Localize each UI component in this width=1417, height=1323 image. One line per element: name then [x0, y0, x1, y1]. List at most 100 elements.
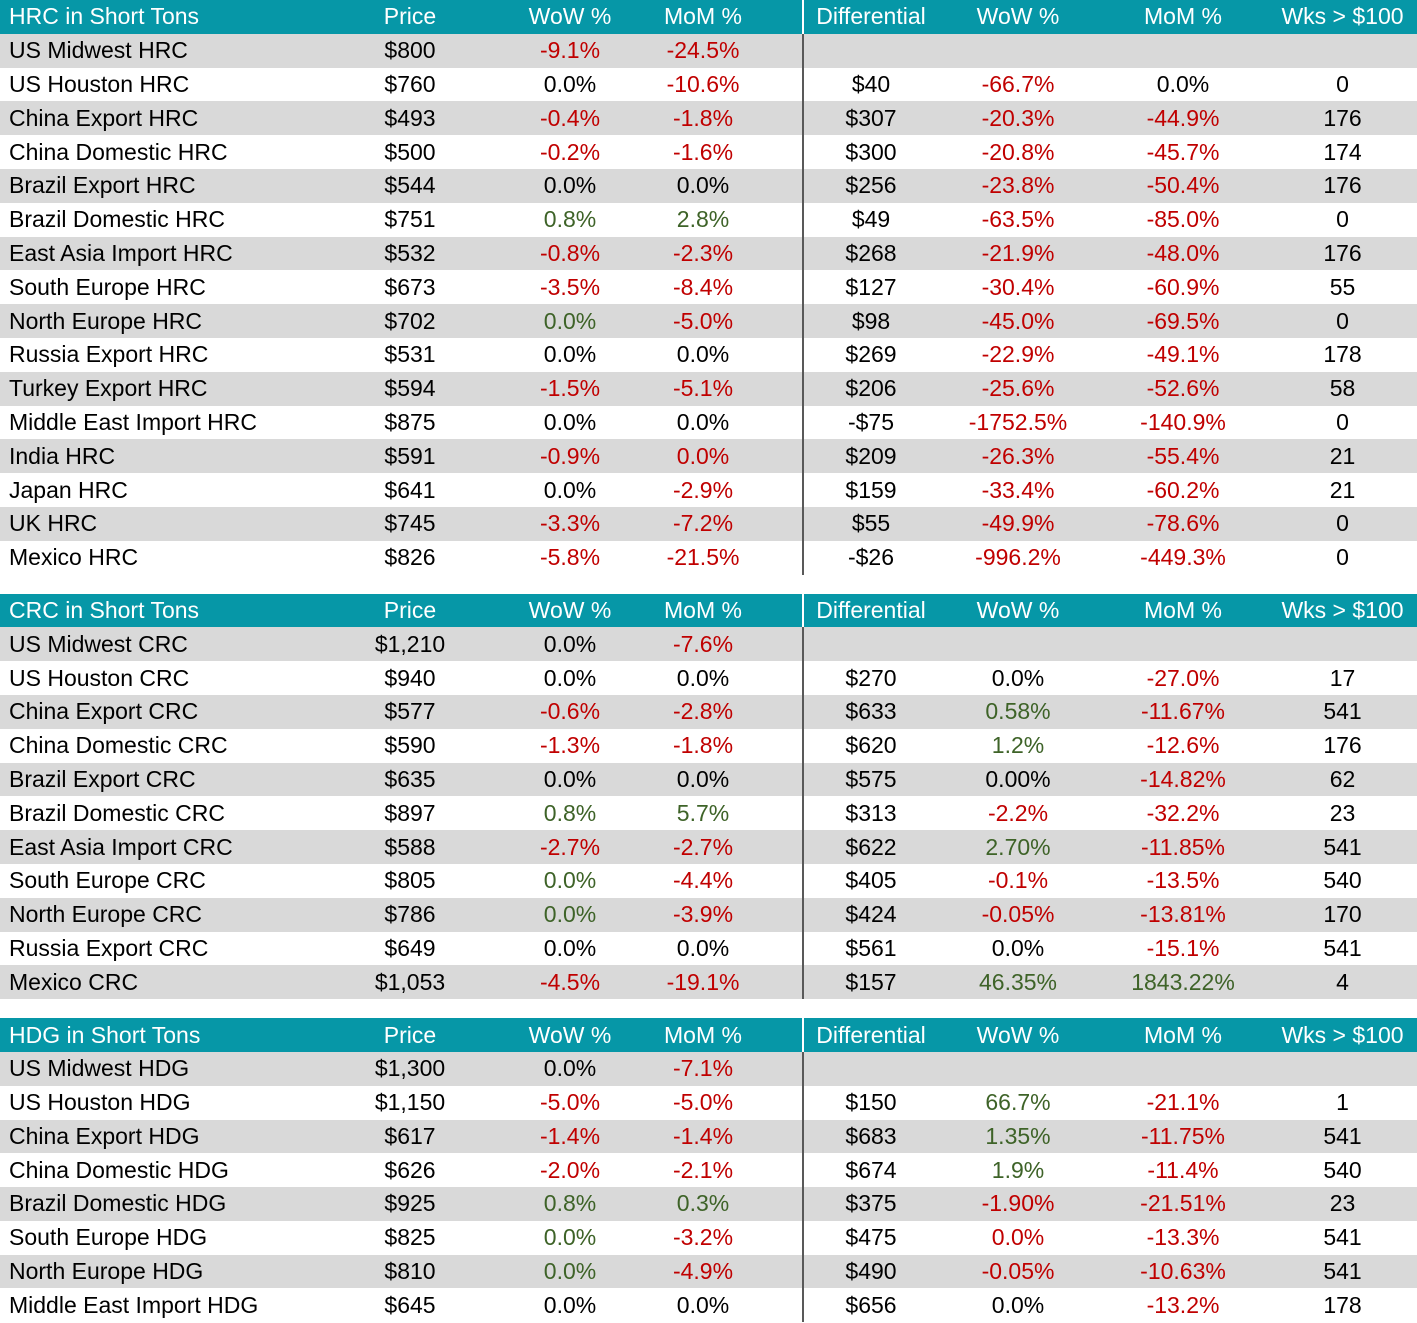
cell-differential[interactable]: $313: [802, 796, 938, 831]
cell-row-label[interactable]: North Europe CRC: [0, 897, 320, 932]
cell-diff-wow-pct[interactable]: -21.9%: [938, 236, 1098, 271]
cell-price[interactable]: $635: [320, 762, 500, 797]
cell-mom-pct[interactable]: -19.1%: [640, 965, 803, 1000]
cell-wow-pct[interactable]: 0.0%: [500, 762, 640, 797]
cell-wow-pct[interactable]: -4.5%: [500, 965, 640, 1000]
cell-differential[interactable]: $307: [802, 101, 938, 136]
cell-price[interactable]: $1,150: [374, 1089, 446, 1116]
cell-mom-pct[interactable]: -2.7%: [640, 830, 803, 864]
cell-diff-wow-pct[interactable]: [938, 1051, 1098, 1086]
cell-row-label[interactable]: US Midwest CRC: [0, 627, 320, 662]
cell-row-label[interactable]: Mexico HRC: [9, 544, 139, 571]
cell-price[interactable]: $531: [384, 341, 436, 368]
cell-wow-pct[interactable]: 0.0%: [543, 476, 597, 503]
cell-mom-pct[interactable]: -10.6%: [666, 70, 740, 97]
cell-row-label[interactable]: China Export CRC: [0, 694, 320, 729]
cell-wow-pct[interactable]: 0.0%: [543, 408, 597, 435]
cell-price[interactable]: $532: [320, 236, 500, 271]
cell-mom-pct[interactable]: 0.0%: [676, 1291, 730, 1318]
cell-diff-mom-pct[interactable]: -13.3%: [1146, 1224, 1220, 1251]
cell-differential[interactable]: [802, 627, 938, 662]
cell-diff-wow-pct[interactable]: -33.4%: [981, 476, 1055, 503]
cell-diff-wow-pct[interactable]: 0.0%: [991, 664, 1045, 691]
cell-price[interactable]: $702: [320, 304, 500, 338]
cell-diff-mom-pct[interactable]: -44.9%: [1098, 101, 1268, 136]
cell-wks-over-100[interactable]: 176: [1268, 101, 1417, 136]
cell-row-label[interactable]: US Houston CRC: [9, 664, 190, 691]
cell-differential[interactable]: $622: [802, 830, 938, 864]
cell-price[interactable]: $641: [384, 476, 436, 503]
cell-mom-pct[interactable]: -1.6%: [672, 138, 734, 165]
cell-row-label[interactable]: US Houston HDG: [9, 1089, 191, 1116]
cell-wow-pct[interactable]: 0.0%: [500, 1254, 640, 1289]
cell-price[interactable]: $745: [320, 506, 500, 541]
cell-diff-mom-pct[interactable]: 0.0%: [1156, 70, 1210, 97]
cell-diff-mom-pct[interactable]: -21.1%: [1146, 1089, 1220, 1116]
cell-wow-pct[interactable]: -0.2%: [539, 138, 601, 165]
cell-differential[interactable]: $49: [802, 202, 938, 237]
cell-wow-pct[interactable]: -1.4%: [500, 1119, 640, 1154]
cell-mom-pct[interactable]: 0.0%: [640, 762, 803, 797]
cell-diff-wow-pct[interactable]: 1.9%: [991, 1156, 1045, 1183]
cell-differential[interactable]: $256: [802, 168, 938, 203]
cell-wks-over-100[interactable]: 541: [1323, 1224, 1362, 1251]
cell-wks-over-100[interactable]: 0: [1336, 408, 1349, 435]
cell-wks-over-100[interactable]: 0: [1336, 70, 1349, 97]
column-header-differential[interactable]: Differential: [802, 1018, 938, 1052]
cell-wks-over-100[interactable]: 17: [1329, 664, 1356, 691]
cell-diff-mom-pct[interactable]: -15.1%: [1146, 934, 1220, 961]
cell-diff-mom-pct[interactable]: -11.67%: [1098, 694, 1268, 729]
cell-mom-pct[interactable]: 0.0%: [640, 168, 803, 203]
table-title[interactable]: CRC in Short Tons: [0, 593, 320, 628]
cell-differential[interactable]: $40: [802, 67, 938, 102]
cell-diff-wow-pct[interactable]: -0.05%: [938, 897, 1098, 932]
cell-diff-wow-pct[interactable]: -45.0%: [938, 304, 1098, 338]
cell-diff-mom-pct[interactable]: -52.6%: [1098, 371, 1268, 406]
column-header-wks-over-100[interactable]: Wks > $100: [1268, 1018, 1417, 1052]
cell-wow-pct[interactable]: -1.3%: [539, 732, 601, 759]
cell-wks-over-100[interactable]: 540: [1323, 867, 1362, 894]
cell-diff-wow-pct[interactable]: 0.0%: [991, 1224, 1045, 1251]
cell-mom-pct[interactable]: 0.0%: [676, 934, 730, 961]
cell-mom-pct[interactable]: -4.9%: [640, 1254, 803, 1289]
cell-price[interactable]: $500: [384, 138, 436, 165]
cell-price[interactable]: $940: [384, 664, 436, 691]
cell-wks-over-100[interactable]: 58: [1268, 371, 1417, 406]
cell-mom-pct[interactable]: -5.0%: [640, 304, 803, 338]
cell-price[interactable]: $645: [384, 1291, 436, 1318]
column-header-diff-wow-pct[interactable]: WoW %: [938, 593, 1098, 628]
cell-row-label[interactable]: Russia Export HRC: [9, 341, 209, 368]
cell-wow-pct[interactable]: -5.8%: [539, 544, 601, 571]
cell-diff-mom-pct[interactable]: -27.0%: [1146, 664, 1220, 691]
cell-mom-pct[interactable]: -2.9%: [672, 476, 734, 503]
cell-diff-mom-pct[interactable]: [1098, 627, 1268, 662]
cell-wks-over-100[interactable]: 174: [1323, 138, 1362, 165]
cell-price[interactable]: $544: [320, 168, 500, 203]
column-header-price[interactable]: Price: [320, 593, 500, 628]
cell-wow-pct[interactable]: 0.8%: [543, 206, 597, 233]
cell-wks-over-100[interactable]: 1: [1336, 1089, 1349, 1116]
cell-row-label[interactable]: China Domestic CRC: [9, 732, 228, 759]
cell-price[interactable]: $810: [320, 1254, 500, 1289]
cell-row-label[interactable]: East Asia Import HRC: [0, 236, 320, 271]
cell-diff-wow-pct[interactable]: [938, 33, 1098, 68]
cell-diff-mom-pct[interactable]: -48.0%: [1098, 236, 1268, 271]
cell-price[interactable]: $591: [320, 439, 500, 474]
cell-differential[interactable]: -$75: [802, 405, 938, 440]
cell-diff-mom-pct[interactable]: -449.3%: [1140, 544, 1226, 571]
cell-diff-wow-pct[interactable]: -1.90%: [938, 1187, 1098, 1221]
cell-wow-pct[interactable]: 0.0%: [543, 934, 597, 961]
cell-row-label[interactable]: China Export HDG: [0, 1119, 320, 1154]
cell-price[interactable]: $577: [320, 694, 500, 729]
cell-wks-over-100[interactable]: 0: [1268, 506, 1417, 541]
cell-row-label[interactable]: South Europe CRC: [9, 867, 206, 894]
cell-mom-pct[interactable]: 0.3%: [640, 1187, 803, 1221]
cell-row-label[interactable]: Mexico CRC: [0, 965, 320, 1000]
cell-wks-over-100[interactable]: 540: [1323, 1156, 1362, 1183]
cell-row-label[interactable]: China Domestic HDG: [9, 1156, 229, 1183]
cell-diff-mom-pct[interactable]: -60.9%: [1146, 273, 1220, 300]
cell-row-label[interactable]: China Export HRC: [0, 101, 320, 136]
cell-row-label[interactable]: Brazil Domestic CRC: [9, 799, 225, 826]
cell-mom-pct[interactable]: -2.3%: [640, 236, 803, 271]
cell-wow-pct[interactable]: 0.0%: [543, 1224, 597, 1251]
